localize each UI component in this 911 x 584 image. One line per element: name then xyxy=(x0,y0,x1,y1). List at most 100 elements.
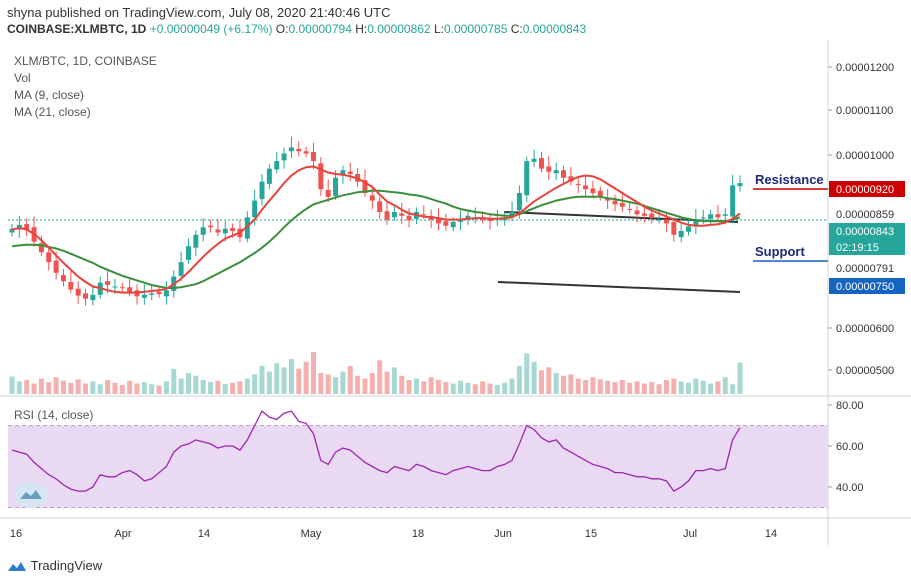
volume-bar xyxy=(722,377,728,394)
symbol-label[interactable]: COINBASE:XLMBTC, 1D xyxy=(7,22,147,36)
volume-bar xyxy=(377,360,383,394)
volume-bar xyxy=(288,359,294,394)
price-tag-label: 0.00000791 xyxy=(836,263,894,275)
volume-bar xyxy=(222,384,228,394)
volume-bar xyxy=(671,378,677,394)
price-tick-label: 0.00001100 xyxy=(836,105,893,117)
candle-body xyxy=(244,217,250,239)
candle-body xyxy=(24,224,30,230)
candle-body xyxy=(83,293,89,299)
volume-bar xyxy=(362,378,368,394)
candle-body xyxy=(590,188,596,193)
candle-body xyxy=(568,176,574,182)
candle-body xyxy=(421,214,427,216)
volume-bar xyxy=(450,383,456,394)
volume-bar xyxy=(656,384,662,394)
published-text: shyna published on TradingView.com, July… xyxy=(7,5,391,20)
candle-body xyxy=(281,153,287,161)
volume-bar xyxy=(686,382,692,394)
volume-bar xyxy=(325,374,331,394)
volume-bar xyxy=(53,377,59,394)
candle-body xyxy=(105,281,111,285)
candle-body xyxy=(715,214,721,218)
volume-bar xyxy=(185,373,191,394)
volume-bar xyxy=(524,353,530,394)
candle-body xyxy=(156,291,162,295)
volume-bar xyxy=(509,378,515,394)
volume-bar xyxy=(90,381,96,394)
candle-body xyxy=(318,163,324,190)
volume-bar xyxy=(215,380,221,394)
candle-body xyxy=(259,181,265,200)
candle-body xyxy=(538,158,544,169)
candle-body xyxy=(575,183,581,185)
candle-body xyxy=(90,294,96,301)
candle-body xyxy=(200,227,206,235)
legend-title: XLM/BTC, 1D, COINBASE xyxy=(14,54,157,68)
price-tick-label: 0.00000600 xyxy=(836,323,894,335)
rsi-band-fill xyxy=(8,425,828,508)
candle-body xyxy=(193,234,199,248)
candle-body xyxy=(597,190,603,197)
volume-bar xyxy=(281,367,287,394)
volume-bar xyxy=(68,382,74,394)
volume-bar xyxy=(112,382,118,394)
tradingview-logo-icon xyxy=(7,559,27,573)
price-tag-label: 02:19:15 xyxy=(836,242,879,254)
moving-averages xyxy=(11,165,741,294)
price-tag-box xyxy=(829,239,905,255)
candle-body xyxy=(53,260,59,273)
volume-bar xyxy=(83,383,89,394)
volume-bar xyxy=(553,373,559,394)
volume-bar xyxy=(31,383,37,394)
volume-bar xyxy=(568,374,574,394)
volume-bar xyxy=(487,383,493,394)
price-tick-label: 0.00001200 xyxy=(836,62,894,74)
time-tick-label: Jun xyxy=(494,528,512,540)
candle-body xyxy=(730,185,736,217)
volume-bar xyxy=(171,368,177,394)
candle-body xyxy=(693,219,699,226)
volume-bar xyxy=(24,380,30,394)
volume-bar xyxy=(244,378,250,394)
candle-body xyxy=(406,215,412,221)
volume-bar xyxy=(443,382,449,394)
volume-bar xyxy=(502,382,508,394)
time-tick-label: 14 xyxy=(765,528,777,540)
tv-watermark-icon xyxy=(14,482,48,508)
volume-bar xyxy=(678,381,684,394)
price-tag-label: 0.00000920 xyxy=(836,184,894,196)
candle-body xyxy=(524,161,530,196)
volume-bar xyxy=(480,381,486,394)
candle-body xyxy=(369,195,375,201)
candle-body xyxy=(75,288,81,296)
candle-body xyxy=(208,225,214,228)
candle-body xyxy=(561,170,567,178)
volume-bar xyxy=(737,362,743,394)
high-value: 0.00000862 xyxy=(367,22,431,36)
price-tag-box xyxy=(829,278,905,294)
open-value: 0.00000794 xyxy=(288,22,352,36)
candle-body xyxy=(303,151,309,154)
volume-bar xyxy=(237,381,243,394)
volume-bar xyxy=(436,380,442,394)
candle-body xyxy=(60,275,66,282)
candle-body xyxy=(583,185,589,190)
legend-ma21: MA (21, close) xyxy=(14,105,91,119)
volume-bar xyxy=(208,382,214,394)
candle-body xyxy=(678,231,684,238)
candle-body xyxy=(737,183,743,187)
volume-bar xyxy=(193,375,199,394)
candle-body xyxy=(325,189,331,197)
candle-body xyxy=(296,148,302,152)
volume-bar xyxy=(583,380,589,394)
ohlc-line: COINBASE:XLMBTC, 1D +0.00000049 (+6.17%)… xyxy=(7,22,586,36)
time-tick-label: 16 xyxy=(10,528,22,540)
volume-bar xyxy=(730,384,736,394)
rsi-line xyxy=(11,410,741,492)
price-tag-box xyxy=(829,223,905,239)
brand[interactable]: TradingView xyxy=(7,557,102,573)
support-annotation: Support xyxy=(755,244,805,259)
candle-body xyxy=(266,168,272,184)
